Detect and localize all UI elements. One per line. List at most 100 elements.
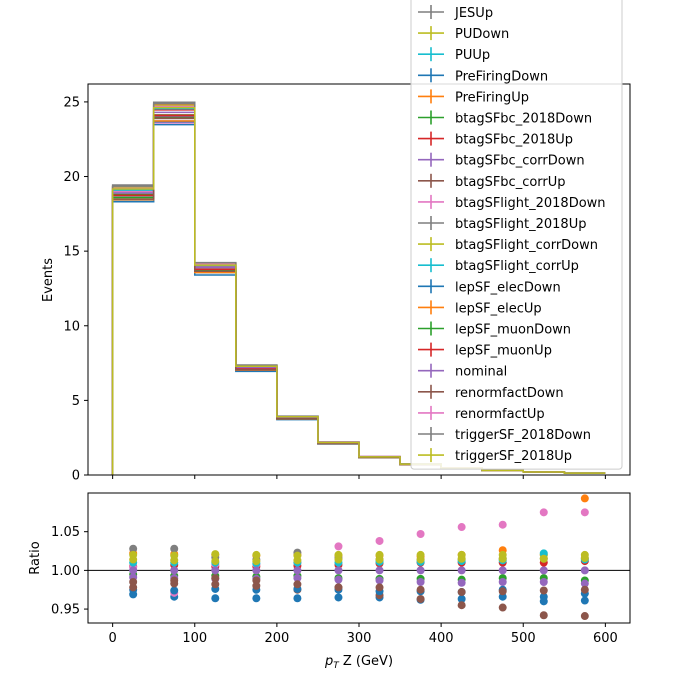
ratio-point-PreFiringDown — [211, 594, 220, 603]
legend-label: renormfactDown — [455, 386, 564, 401]
ratio-point-lepSF_elecDown — [539, 597, 548, 606]
ratio-plot-frame — [87, 492, 631, 624]
x-tick-label: 200 — [264, 631, 289, 646]
x-tick-label: 300 — [347, 631, 372, 646]
legend-entry: lepSF_elecUp — [418, 300, 542, 316]
histogram-lines — [111, 101, 606, 475]
ratio-point-renormfactDown — [334, 583, 343, 592]
legend-label: PreFiringUp — [455, 90, 529, 105]
legend-label: btagSFbc_corrUp — [455, 175, 566, 190]
ratio-point-nominal — [293, 566, 302, 575]
legend-entry: renormfactDown — [418, 384, 564, 401]
ratio-point-btagSFbc_corrUp — [580, 612, 589, 621]
legend-entry: btagSFlight_2018Up — [418, 216, 586, 232]
ratio-point-nominal — [498, 566, 507, 575]
ratio-point-nominal — [211, 566, 220, 575]
ratio-point-triggerSF_2018Up — [498, 554, 507, 563]
ratio-point-btagSFlight_2018Down — [334, 542, 343, 551]
ratio-point-nominal — [416, 566, 425, 575]
ratio-point-btagSFbc_corrDown — [334, 575, 343, 584]
ratio-point-btagSFbc_corrDown — [416, 577, 425, 586]
ratio-point-PreFiringDown — [580, 596, 589, 605]
ratio-point-triggerSF_2018Up — [129, 555, 138, 564]
legend-label: btagSFlight_2018Down — [455, 196, 606, 211]
ratio-point-btagSFlight_2018Up — [170, 544, 179, 553]
legend-label: btagSFlight_2018Up — [455, 217, 586, 232]
y-tick-label: 25 — [63, 95, 80, 110]
ratio-point-btagSFbc_corrDown — [580, 579, 589, 588]
ratio-point-nominal — [457, 566, 466, 575]
y-tick-label: 20 — [63, 170, 80, 185]
ratio-point-btagSFlight_2018Down — [539, 508, 548, 517]
legend-label: JESUp — [454, 6, 493, 21]
legend-entry: triggerSF_2018Down — [418, 427, 591, 443]
x-tick-label: 0 — [108, 631, 116, 646]
ratio-point-renormfactDown — [129, 583, 138, 592]
x-tick-label: 600 — [593, 631, 618, 646]
legend-label: lepSF_elecUp — [455, 301, 542, 316]
ratio-point-nominal — [375, 566, 384, 575]
legend-entry: btagSFlight_corrDown — [418, 237, 598, 253]
ratio-point-btagSFbc_corrUp — [457, 601, 466, 610]
ratio-point-nominal — [334, 566, 343, 575]
ratio-point-triggerSF_2018Up — [293, 556, 302, 565]
legend-label: lepSF_elecDown — [455, 280, 561, 295]
legend-entry: btagSFbc_corrDown — [418, 152, 585, 169]
ratio-point-renormfactDown — [375, 583, 384, 592]
y-tick-label: 10 — [63, 319, 80, 334]
legend-entry: btagSFbc_2018Up — [418, 131, 573, 148]
legend-entry: PreFiringUp — [418, 89, 529, 105]
ratio-y-tick-label: 1.00 — [51, 564, 80, 579]
legend-entry: triggerSF_2018Up — [418, 448, 572, 464]
ratio-point-btagSFlight_2018Down — [457, 523, 466, 532]
ratio-point-btagSFbc_corrUp — [498, 603, 507, 612]
ratio-point-triggerSF_2018Up — [334, 555, 343, 564]
ratio-point-btagSFbc_corrDown — [539, 577, 548, 586]
legend-label: nominal — [455, 365, 507, 380]
ratio-point-renormfactDown — [293, 580, 302, 589]
ratio-point-btagSFbc_corrUp — [211, 574, 220, 583]
legend-entry: btagSFlight_2018Down — [418, 194, 606, 211]
ratio-point-btagSFbc_corrUp — [539, 611, 548, 620]
y-tick-label: 15 — [63, 245, 80, 260]
legend-label: PreFiringDown — [455, 69, 548, 84]
ratio-points — [129, 494, 589, 621]
main-y-axis-ticks: 0 5 10 15 20 25 — [63, 95, 88, 484]
ratio-point-nominal — [129, 566, 138, 575]
legend-label: triggerSF_2018Down — [455, 428, 591, 443]
legend-entry: PUDown — [418, 26, 509, 42]
main-y-axis-label: Events — [41, 258, 56, 302]
y-tick-label: 0 — [72, 469, 80, 484]
ratio-point-btagSFlight_2018Up — [129, 544, 138, 553]
legend-label: triggerSF_2018Up — [455, 449, 572, 464]
ratio-point-lepSF_elecDown — [170, 586, 179, 595]
legend-entry: btagSFbc_2018Down — [418, 110, 592, 127]
legend-label: btagSFbc_2018Up — [455, 133, 573, 148]
legend-entry: lepSF_elecDown — [418, 279, 561, 295]
x-tick-label: 500 — [511, 631, 536, 646]
x-axis-label: pT Z (GeV) — [324, 654, 393, 671]
ratio-point-nominal — [580, 566, 589, 575]
legend-entry: PUUp — [418, 47, 490, 63]
ratio-point-triggerSF_2018Up — [252, 557, 261, 566]
ratio-point-renormfactDown — [539, 586, 548, 595]
ratio-point-btagSFbc_corrDown — [457, 578, 466, 587]
ratio-y-tick-label: 0.95 — [51, 603, 80, 618]
legend-label: btagSFlight_corrUp — [455, 259, 579, 274]
ratio-point-btagSFbc_corrDown — [498, 577, 507, 586]
legend-box — [410, 0, 623, 470]
ratio-point-btagSFlight_corrDown — [252, 550, 261, 559]
ratio-point-btagSFlight_2018Down — [416, 530, 425, 539]
legend-entry: lepSF_muonUp — [418, 342, 552, 359]
ratio-point-renormfactDown — [211, 580, 220, 589]
legend-entry: renormfactUp — [418, 405, 545, 422]
legend-entry: lepSF_muonDown — [418, 321, 571, 338]
ratio-point-renormfactDown — [498, 587, 507, 596]
ratio-point-triggerSF_2018Up — [539, 554, 548, 563]
main-panel: 0 5 10 15 20 25 Events JESUp PUDown PUUp PreFiri… — [41, 0, 631, 484]
y-tick-label: 5 — [72, 394, 80, 409]
ratio-point-triggerSF_2018Up — [375, 555, 384, 564]
ratio-point-PreFiringUp — [580, 494, 589, 503]
legend-entry: JESUp — [418, 5, 493, 21]
